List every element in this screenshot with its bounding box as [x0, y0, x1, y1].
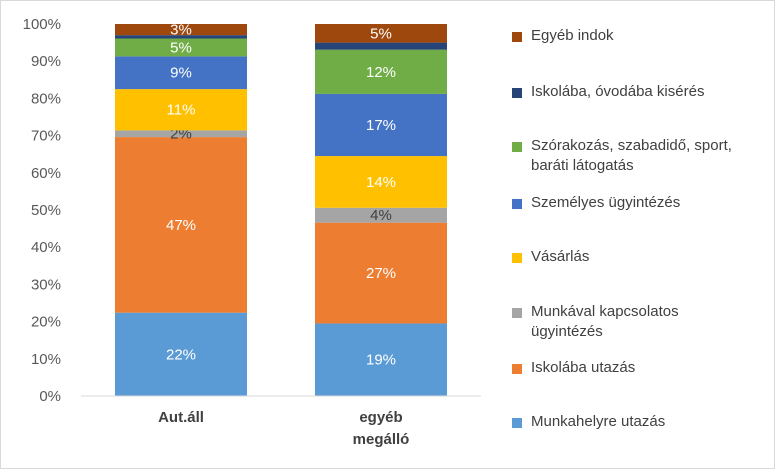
- data-label: 5%: [370, 25, 392, 42]
- data-label: 5%: [170, 39, 192, 56]
- data-label: 27%: [366, 265, 396, 282]
- y-tick-label: 90%: [31, 53, 61, 70]
- legend-item: Személyes ügyintézés: [512, 193, 771, 213]
- y-tick-label: 20%: [31, 314, 61, 331]
- legend-label: Személyes ügyintézés: [531, 194, 681, 211]
- x-category-label: egyéb megálló: [353, 409, 410, 448]
- legend-item: Iskolába, óvodába kisérés: [512, 82, 771, 102]
- legend-swatch: [512, 32, 522, 42]
- data-label: 47%: [166, 217, 196, 234]
- data-label: 17%: [366, 117, 396, 134]
- data-label: 4%: [370, 207, 392, 224]
- data-label: 3%: [170, 22, 192, 39]
- bar-segment: [115, 24, 247, 36]
- y-tick-label: 70%: [31, 128, 61, 145]
- legend-item: Munkahelyre utazás: [512, 412, 771, 432]
- legend-swatch: [512, 308, 522, 318]
- bar-segment: [315, 42, 447, 50]
- bar-segment: [115, 56, 247, 90]
- legend-label: Szórakozás, szabadidő, sport, baráti lát…: [531, 137, 732, 174]
- bar-segment: [315, 222, 447, 324]
- bar-segment: [115, 89, 247, 131]
- legend-label: Egyéb indok: [531, 27, 614, 44]
- y-tick-label: 0%: [39, 388, 61, 405]
- legend-label: Iskolába utazás: [531, 359, 636, 376]
- bar-segment: [115, 137, 247, 313]
- y-tick-label: 60%: [31, 165, 61, 182]
- bar-segment: [315, 156, 447, 208]
- y-tick-label: 40%: [31, 239, 61, 256]
- legend-label: Munkával kapcsolatos ügyintézés: [531, 303, 679, 340]
- legend-item: Szórakozás, szabadidő, sport, baráti lát…: [512, 136, 771, 176]
- y-tick-label: 30%: [31, 276, 61, 293]
- bar-segment: [315, 49, 447, 94]
- legend-label: Vásárlás: [531, 248, 590, 265]
- legend-item: Vásárlás: [512, 247, 771, 267]
- legend-swatch: [512, 253, 522, 263]
- data-label: 19%: [366, 352, 396, 369]
- data-label: 9%: [170, 65, 192, 82]
- bar-segment: [315, 323, 447, 396]
- legend-label: Munkahelyre utazás: [531, 413, 666, 430]
- legend-label: Iskolába, óvodába kisérés: [531, 83, 705, 100]
- data-label: 12%: [366, 64, 396, 81]
- y-tick-label: 50%: [31, 202, 61, 219]
- legend-item: Egyéb indok: [512, 26, 771, 46]
- bar-segment: [115, 130, 247, 138]
- data-label: 11%: [167, 102, 196, 119]
- bar-segment: [115, 312, 247, 396]
- bar-segment: [315, 24, 447, 43]
- data-label: 22%: [166, 346, 196, 363]
- legend-item: Iskolába utazás: [512, 358, 771, 378]
- data-label: 14%: [366, 174, 396, 191]
- x-category-label: Aut.áll: [158, 409, 204, 426]
- legend-swatch: [512, 199, 522, 209]
- bar-segment: [115, 35, 247, 39]
- bar-segment: [315, 93, 447, 157]
- chart-legend: Egyéb indok Iskolába, óvodába kisérés Szór…: [512, 1, 774, 468]
- y-tick-label: 80%: [31, 90, 61, 107]
- legend-item: Munkával kapcsolatos ügyintézés: [512, 302, 771, 342]
- stacked-bar-chart: 0% 10% 20% 30% 40% 50% 60% 70% 80% 90% 100% 22% 47% 2…: [23, 16, 481, 448]
- legend-swatch: [512, 418, 522, 428]
- legend-swatch: [512, 88, 522, 98]
- bar-segment: [315, 207, 447, 223]
- y-tick-label: 10%: [31, 351, 61, 368]
- legend-swatch: [512, 142, 522, 152]
- y-tick-label: 100%: [23, 16, 61, 33]
- bar-segment: [115, 38, 247, 57]
- legend-swatch: [512, 364, 522, 374]
